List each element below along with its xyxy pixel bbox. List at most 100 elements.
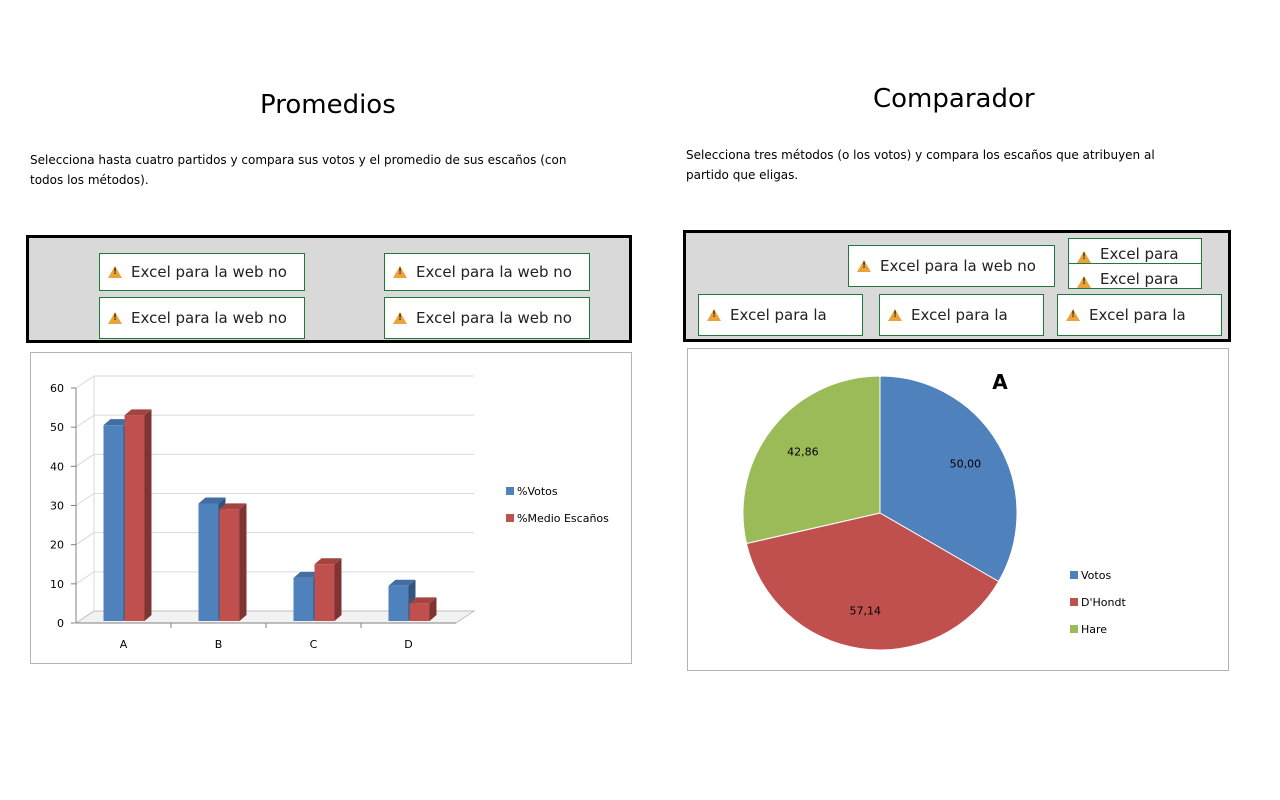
warning-icon [108, 266, 122, 278]
bar-side [239, 503, 247, 621]
warning-icon [393, 266, 407, 278]
y-tick-label: 0 [57, 617, 64, 630]
bar-top [314, 558, 342, 565]
control-label: Excel para la web no [131, 263, 287, 281]
y-tick-label: 20 [50, 539, 64, 552]
gridline-side [75, 493, 95, 506]
bar-front [103, 425, 124, 621]
warning-icon [707, 309, 721, 321]
control-label: Excel para la web no [131, 309, 287, 327]
warning-icon [888, 309, 902, 321]
party-selector-4[interactable]: Excel para la web no [384, 297, 590, 339]
warning-icon [1077, 251, 1091, 263]
method-selector-2[interactable]: Excel para la [879, 294, 1044, 336]
pie-chart: A 50,00 57,14 42,86 Votos D'Hondt Hare [742, 370, 1126, 651]
party-selector-2[interactable]: Excel para la web no [384, 253, 590, 291]
pie-slice-dhondt [745, 512, 1000, 651]
warning-icon [393, 312, 407, 324]
pie-title: A [992, 370, 1008, 394]
y-tick-label: 60 [50, 382, 64, 395]
bar-chart: 0 10 20 30 40 50 60 A B C D %Votos %Medio Escaños [50, 375, 609, 651]
promedios-description-line1: Selecciona hasta cuatro partidos y compa… [30, 153, 567, 167]
bar-front [124, 415, 145, 621]
legend-swatch [1070, 625, 1078, 633]
warning-icon [1077, 276, 1091, 288]
bar-top [388, 579, 416, 586]
x-tick-label: C [310, 638, 318, 651]
x-tick-label: B [215, 638, 223, 651]
method-selector-top-2[interactable]: Excel para [1068, 263, 1202, 289]
legend-label: %Votos [517, 485, 558, 498]
warning-icon [108, 312, 122, 324]
bar-side [334, 558, 342, 621]
bar-front [198, 503, 219, 621]
bar-side [144, 409, 152, 621]
bar-top [293, 571, 321, 578]
bar-top [409, 597, 437, 604]
bar-top [103, 419, 131, 426]
warning-icon [857, 260, 871, 272]
pie-data-label: 57,14 [850, 605, 882, 618]
gridline-side [75, 375, 95, 389]
promedios-title: Promedios [260, 90, 396, 120]
bar-front [219, 509, 240, 621]
party-selector[interactable]: Excel para la web no [848, 245, 1055, 287]
legend-label: D'Hondt [1081, 596, 1126, 609]
control-label: Excel para la [1089, 306, 1186, 324]
control-label: Excel para la web no [416, 309, 572, 327]
gridline-side [75, 571, 95, 585]
comparador-title: Comparador [873, 84, 1035, 114]
gridline-side [75, 532, 95, 546]
promedios-description: Selecciona hasta cuatro partidos y compa… [30, 150, 630, 190]
pie-data-label: 50,00 [950, 458, 982, 471]
promedios-description-line2: todos los métodos). [30, 173, 149, 187]
legend-label: Votos [1081, 569, 1111, 582]
legend-label: %Medio Escaños [517, 512, 609, 525]
bar-front [388, 585, 409, 621]
bar-front [293, 577, 314, 621]
legend-swatch [1070, 571, 1078, 579]
comparador-control-panel: Excel para la web no Excel para Excel pa… [683, 230, 1231, 342]
control-label: Excel para la [730, 306, 827, 324]
bar-front [409, 603, 430, 621]
pie-slice-hare [742, 375, 881, 545]
legend-label: Hare [1081, 623, 1107, 636]
gridline-side [75, 414, 95, 428]
bar-medio-escanos-A [124, 409, 152, 621]
bar-medio-escanos-D [409, 597, 437, 621]
pie-slice-votos [879, 375, 1018, 583]
comparador-description: Selecciona tres métodos (o los votos) y … [686, 145, 1246, 185]
bar-top [124, 409, 152, 416]
bar-medio-escanos-B [219, 503, 247, 621]
control-label: Excel para la web no [880, 257, 1036, 275]
comparador-description-line2: partido que eligas. [686, 168, 799, 182]
bar-top [219, 503, 247, 510]
method-selector-3[interactable]: Excel para la [1057, 294, 1222, 336]
promedios-control-panel: Excel para la web no Excel para la web n… [26, 235, 632, 343]
legend-swatch [506, 487, 514, 495]
comparador-description-line1: Selecciona tres métodos (o los votos) y … [686, 148, 1155, 162]
control-label: Excel para la [911, 306, 1008, 324]
bar-chart-container: 0 10 20 30 40 50 60 A B C D %Votos %Medio Escaños [30, 352, 632, 664]
party-selector-3[interactable]: Excel para la web no [99, 297, 305, 339]
legend-swatch [506, 514, 514, 522]
pie-data-label: 42,86 [787, 446, 819, 459]
method-selector-1[interactable]: Excel para la [698, 294, 863, 336]
bar-side [429, 597, 437, 621]
warning-icon [1066, 309, 1080, 321]
control-label: Excel para [1100, 270, 1179, 288]
control-label: Excel para la web no [416, 263, 572, 281]
gridline-side [75, 453, 95, 467]
party-selector-1[interactable]: Excel para la web no [99, 253, 305, 291]
bar-front [314, 564, 335, 621]
y-tick-label: 10 [50, 578, 64, 591]
y-tick-label: 50 [50, 421, 64, 434]
x-tick-label: D [404, 638, 412, 651]
legend-swatch [1070, 598, 1078, 606]
bar-top [198, 497, 226, 504]
method-selector-top-1[interactable]: Excel para [1068, 238, 1202, 264]
control-label: Excel para [1100, 245, 1179, 263]
y-tick-label: 30 [50, 500, 64, 513]
bar-medio-escanos-C [314, 558, 342, 621]
x-tick-label: A [120, 638, 128, 651]
